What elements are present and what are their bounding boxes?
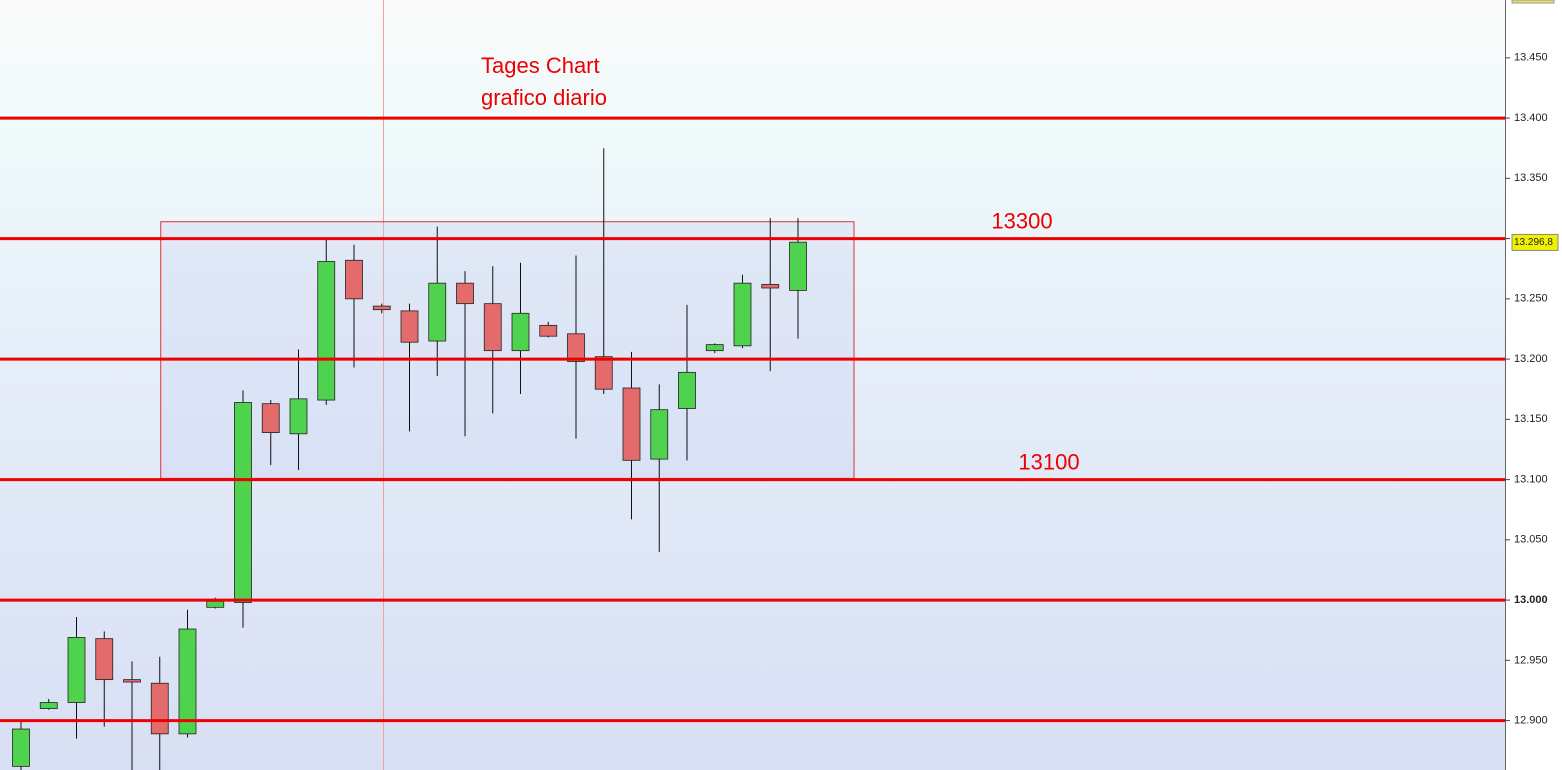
y-tick-label: 13.000 <box>1514 594 1548 606</box>
candle-body <box>39 702 58 709</box>
y-tick-label: 13.350 <box>1514 172 1548 184</box>
candle-body <box>12 728 30 767</box>
range-box <box>160 221 855 479</box>
candle-body <box>761 283 780 289</box>
candle-body <box>483 303 502 352</box>
candle-body <box>178 628 197 735</box>
plot-background <box>0 0 1505 770</box>
candle-body <box>261 403 280 433</box>
candle-body <box>650 409 669 460</box>
candle-body <box>733 282 752 347</box>
last-price-tag <box>1511 233 1559 251</box>
y-tick-label: 13.100 <box>1514 473 1548 485</box>
candle-body <box>400 310 419 343</box>
level-label: 13300 <box>991 208 1052 233</box>
candle-body <box>428 282 447 342</box>
candle-body <box>234 402 252 603</box>
y-tick-label: 13.150 <box>1514 413 1548 425</box>
marker <box>1511 0 1555 4</box>
candle-body <box>95 638 114 681</box>
candle-body <box>594 356 613 390</box>
candle-body <box>567 333 585 362</box>
candle-body <box>539 324 558 337</box>
y-tick-label: 13.450 <box>1514 52 1548 64</box>
candle-body <box>289 398 308 435</box>
candle-body <box>317 261 336 401</box>
candle-body <box>345 259 363 300</box>
axis-panel <box>1505 0 1562 770</box>
last-price-label: 13.296,8 <box>1514 237 1553 248</box>
candle-body <box>789 241 807 291</box>
candle-body <box>206 600 225 608</box>
candle-body <box>511 312 530 352</box>
y-tick-label: 13.400 <box>1514 112 1548 124</box>
y-tick-label: 12.950 <box>1514 654 1548 666</box>
y-tick-label: 13.250 <box>1514 293 1548 305</box>
y-tick-label: 13.050 <box>1514 534 1548 546</box>
candle-body <box>67 637 86 703</box>
y-tick-label: 12.900 <box>1514 715 1548 727</box>
candle-body <box>678 371 696 409</box>
chart-title: grafico diario <box>481 85 607 110</box>
candle-body <box>372 305 391 311</box>
candle-body <box>150 682 169 735</box>
chart-title: Tages Chart <box>481 53 600 78</box>
candle-body <box>456 282 474 305</box>
candle-body <box>705 344 724 352</box>
candle-body <box>123 679 141 683</box>
y-tick-label: 13.200 <box>1514 353 1548 365</box>
level-label: 13100 <box>1018 449 1079 474</box>
candle-body <box>622 387 641 461</box>
